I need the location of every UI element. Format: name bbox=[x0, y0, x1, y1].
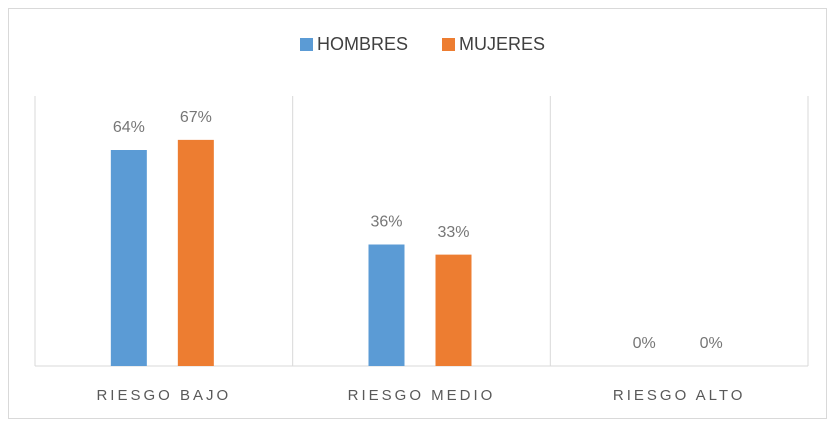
data-label: 36% bbox=[370, 214, 402, 231]
bar bbox=[435, 254, 472, 366]
legend-swatch bbox=[300, 38, 313, 51]
bar bbox=[368, 244, 405, 366]
data-label: 64% bbox=[113, 119, 145, 136]
bar bbox=[177, 139, 214, 366]
bar bbox=[110, 150, 147, 366]
x-tick-label: RIESGO BAJO bbox=[96, 387, 231, 404]
legend-swatch bbox=[442, 38, 455, 51]
x-tick-label: RIESGO ALTO bbox=[613, 387, 745, 404]
legend-label: HOMBRES bbox=[317, 34, 408, 54]
data-label: 0% bbox=[700, 335, 723, 352]
data-label: 0% bbox=[633, 335, 656, 352]
x-tick-label: RIESGO MEDIO bbox=[348, 387, 496, 404]
data-label: 33% bbox=[437, 224, 469, 241]
legend-label: MUJERES bbox=[459, 34, 545, 54]
data-label: 67% bbox=[180, 109, 212, 126]
